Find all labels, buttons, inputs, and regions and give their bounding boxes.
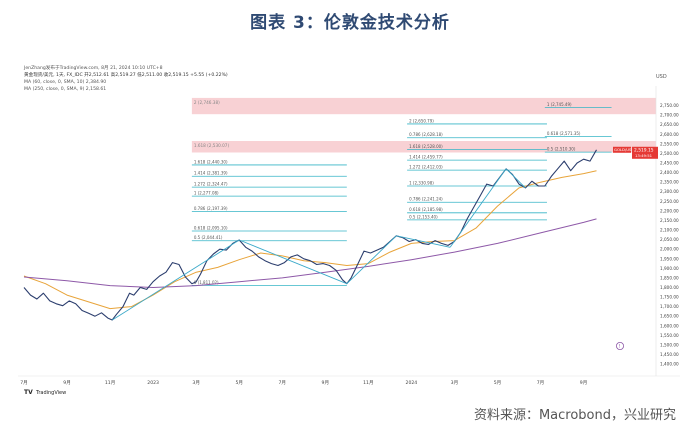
y-tick-label: 2,750.00 [660,103,679,108]
fib-level-label: 1 (2,277.08) [194,191,219,196]
fib-level-label: 1.414 (2,381.39) [194,171,228,176]
ma60-legend: MA (60, close, 0, SMA, 10) 2,384.90 [24,79,106,85]
price-tag-value: 2,519.15 [634,148,654,154]
tradingview-logo-mark: TV [24,389,33,396]
y-tick-label: 2,450.00 [660,161,679,166]
y-tick-label: 1,800.00 [660,285,679,290]
fib-level-label: 0.618 (2,571.35) [547,131,581,136]
x-tick-label: 2023 [147,380,159,386]
x-tick-label: 7月 [278,380,286,386]
chart-background [18,62,680,400]
fib-level-label: 0 (1,811.02) [194,280,219,285]
trend-line [505,168,526,189]
currency-label: USD [656,74,667,80]
alert-icon[interactable]: ! [616,342,624,350]
fib-level-label: 0.5 (2,044.41) [194,235,223,240]
x-tick-label: 5月 [494,380,502,386]
tradingview-watermark: TradingView [35,390,66,396]
tradingview-logo: TV TradingView [24,389,66,396]
y-tick-label: 1,450.00 [660,352,679,357]
fib-level-label: 1 (2,745.49) [547,102,572,107]
y-tick-label: 2,350.00 [660,180,679,185]
fib-level-label: 0.618 (2,095.10) [194,225,228,230]
fib-level-label: 2 (2,650.79) [409,118,434,123]
price-tag-value-box [632,146,658,159]
y-tick-label: 1,500.00 [660,342,679,347]
fib-level-label: 0.5 (2,153.40) [409,214,438,219]
y-tick-label: 2,300.00 [660,189,679,194]
y-tick-label: 2,700.00 [660,113,679,118]
x-tick-label: 3月 [192,380,200,386]
y-tick-label: 1,950.00 [660,256,679,261]
price-tag-label: GOLD/USD [614,147,634,152]
x-tick-label: 5月 [235,380,243,386]
y-tick-label: 2,000.00 [660,247,679,252]
x-tick-label: 7月 [537,380,545,386]
ma250-legend: MA (250, close, 0, SMA, 9) 2,158.61 [24,86,106,92]
y-tick-label: 1,850.00 [660,275,679,280]
y-tick-label: 2,200.00 [660,208,679,213]
resistance-zone [191,141,656,153]
x-tick-label: 9月 [63,380,71,386]
price-tag-time: 13:49:51 [635,153,653,158]
y-tick-label: 2,600.00 [660,132,679,137]
fib-level-label: 1.618 (2,528.00) [409,144,443,149]
fib-level-label: 1.272 (2,324.47) [194,182,228,187]
y-tick-label: 2,500.00 [660,151,679,156]
fib-level-label: 1 (2,330.98) [409,180,434,185]
x-tick-label: 3月 [451,380,459,386]
trend-line [111,239,240,321]
price-tag-label-box [613,146,631,153]
resistance-zone [191,97,656,115]
fib-level-label: 0.5 (2,510.30) [547,147,576,152]
y-tick-label: 1,900.00 [660,266,679,271]
x-tick-label: 7月 [20,380,28,386]
fib-level-label: 0.786 (2,241.24) [409,197,443,202]
symbol-line: 黄金现货/美元, 1天, FX_IDC 开2,512.61 高2,519.27 … [24,71,228,78]
y-tick-label: 1,400.00 [660,362,679,367]
y-tick-label: 2,100.00 [660,228,679,233]
figure-source: 资料来源：Macrobond，兴业研究 [473,408,676,423]
figure-title: 图表 3：伦敦金技术分析 [250,13,450,33]
trend-line [239,239,347,285]
y-tick-label: 2,650.00 [660,122,679,127]
x-tick-label: 2024 [406,380,418,386]
fib-level-label: 0.786 (2,628.18) [409,132,443,137]
moving-average-series [23,170,597,310]
fib-level-label: 0.618 (2,185.98) [409,207,443,212]
trend-line [346,235,397,284]
fib-level-label: 0.786 (2,197.39) [194,206,228,211]
fib-level-label: 1.272 (2,412.03) [409,165,443,170]
y-tick-label: 1,750.00 [660,295,679,300]
x-tick-label: 9月 [580,380,588,386]
moving-average-series [23,218,597,288]
last-price-tag: GOLD/USD 2,519.15 13:49:51 [613,146,658,159]
y-tick-label: 2,050.00 [660,237,679,242]
y-tick-label: 1,650.00 [660,314,679,319]
y-tick-label: 1,550.00 [660,333,679,338]
y-tick-label: 1,600.00 [660,323,679,328]
chart-container: JenZhang发布于TradingView.com, 8月 21, 2024 … [18,62,680,400]
y-tick-label: 2,250.00 [660,199,679,204]
y-tick-label: 2,150.00 [660,218,679,223]
y-tick-label: 1,700.00 [660,304,679,309]
svg-text:!: ! [619,344,621,350]
x-tick-label: 11月 [105,380,115,386]
x-tick-label: 9月 [322,380,330,386]
fib-level-label: 1.618 (2,440.30) [194,159,228,164]
resistance-zone-label: 1.618 (2,530.07) [194,143,230,148]
fib-level-label: 1.414 (2,459.77) [409,155,443,160]
trend-line [449,168,507,248]
y-tick-label: 2,400.00 [660,170,679,175]
y-tick-label: 2,550.00 [660,141,679,146]
trend-line [396,235,451,248]
gold-price-chart[interactable]: JenZhang发布于TradingView.com, 8月 21, 2024 … [18,62,680,400]
x-tick-label: 11月 [363,380,373,386]
author-line: JenZhang发布于TradingView.com, 8月 21, 2024 … [23,64,163,71]
resistance-zone-label: 2 (2,746.38) [194,100,220,105]
